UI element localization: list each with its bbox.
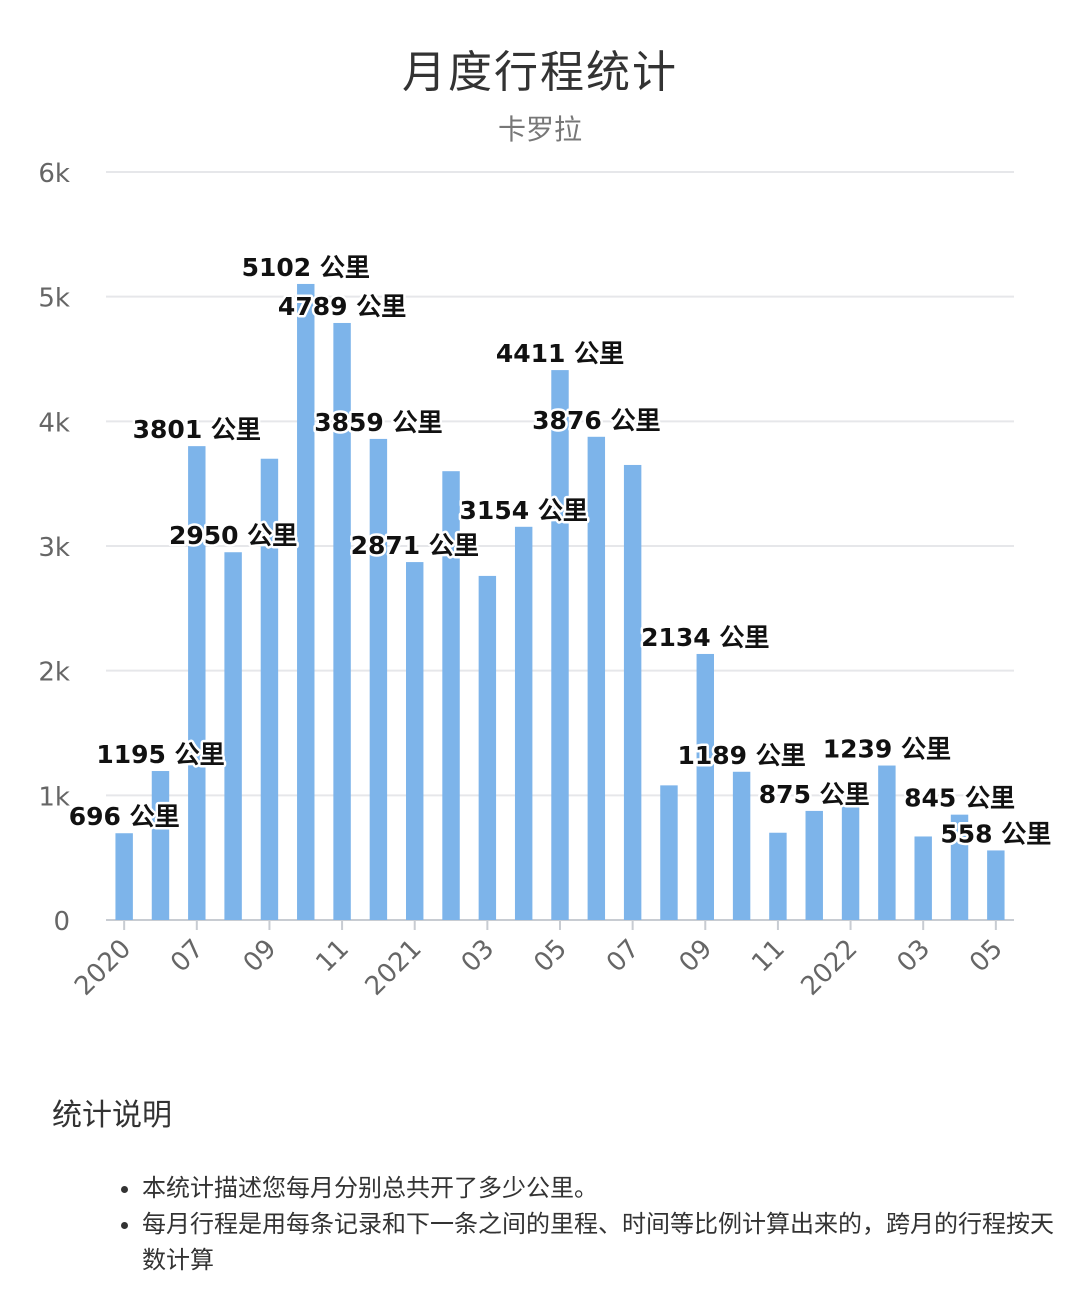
x-tick-label: 2022	[796, 934, 864, 1002]
bar	[914, 836, 932, 920]
y-tick-label: 6k	[38, 159, 70, 189]
bar	[805, 810, 823, 920]
bar	[369, 438, 388, 920]
data-label: 1239 公里	[823, 735, 951, 764]
chart-subtitle: 卡罗拉	[497, 113, 582, 146]
y-tick-label: 5k	[38, 284, 70, 314]
bar	[551, 370, 569, 920]
y-tick-label: 3k	[38, 533, 70, 563]
data-label: 558 公里	[940, 819, 1051, 848]
data-label: 3801 公里	[133, 415, 261, 444]
data-label: 875 公里	[759, 780, 870, 809]
bar	[769, 832, 787, 920]
x-tick-label: 11	[310, 934, 355, 979]
y-tick-label: 0	[53, 907, 70, 937]
bar	[333, 322, 351, 920]
x-tick-label: 07	[601, 934, 646, 979]
data-label: 845 公里	[904, 784, 1015, 813]
bar	[115, 833, 133, 920]
data-label: 3154 公里	[460, 496, 588, 525]
bar	[841, 805, 860, 920]
bar	[660, 785, 678, 920]
y-tick-label: 2k	[38, 658, 70, 688]
data-label: 4411 公里	[496, 339, 624, 368]
bar	[297, 283, 315, 920]
x-tick-label: 2020	[69, 934, 137, 1002]
y-tick-label: 4k	[38, 408, 70, 438]
data-label: 1195 公里	[96, 740, 224, 769]
x-tick-label: 09	[238, 934, 283, 979]
data-label: 5102 公里	[242, 253, 370, 282]
bar	[442, 471, 460, 920]
x-tick-label: 11	[746, 934, 791, 979]
bar	[987, 850, 1005, 920]
notes-list: 本统计描述您每月分别总共开了多少公里。 每月行程是用每条记录和下一条之间的里程、…	[110, 1170, 1072, 1278]
data-label: 696 公里	[69, 802, 180, 831]
bar	[878, 765, 896, 920]
bar	[478, 575, 497, 920]
bar	[224, 552, 242, 920]
bar	[623, 464, 642, 920]
x-tick-label: 05	[964, 934, 1009, 979]
data-label: 3859 公里	[314, 408, 442, 437]
bar	[188, 446, 206, 920]
data-label: 3876 公里	[532, 406, 660, 435]
data-label: 2134 公里	[641, 623, 769, 652]
data-label: 4789 公里	[278, 292, 406, 321]
chart-title: 月度行程统计	[402, 47, 678, 98]
note-item: 本统计描述您每月分别总共开了多少公里。	[142, 1170, 1072, 1206]
x-tick-label: 03	[892, 934, 937, 979]
bar	[950, 814, 969, 920]
x-tick-label: 09	[674, 934, 719, 979]
y-tick-label: 1k	[38, 782, 70, 812]
data-label: 1189 公里	[677, 741, 805, 770]
bar	[406, 562, 424, 920]
data-label: 2950 公里	[169, 521, 297, 550]
bar	[151, 771, 170, 920]
x-tick-label: 07	[165, 934, 210, 979]
notes-title: 统计说明	[52, 1098, 172, 1133]
bar	[696, 653, 714, 920]
bar	[732, 771, 751, 920]
x-tick-label: 03	[456, 934, 501, 979]
bar	[260, 458, 279, 920]
x-tick-label: 05	[528, 934, 573, 979]
bar	[514, 526, 533, 920]
note-item: 每月行程是用每条记录和下一条之间的里程、时间等比例计算出来的，跨月的行程按天数计…	[142, 1206, 1072, 1278]
bar	[587, 436, 606, 920]
x-tick-label: 2021	[360, 934, 428, 1002]
data-label: 2871 公里	[351, 531, 479, 560]
